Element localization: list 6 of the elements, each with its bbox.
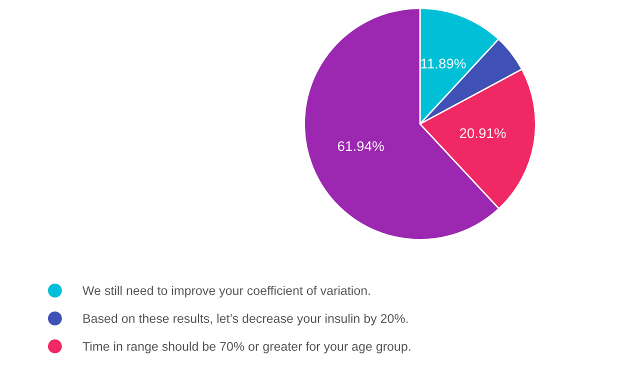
legend-label: Time in range should be 70% or greater for your age group. — [82, 342, 410, 354]
data-label: 11.89% — [421, 58, 466, 68]
legend-label: Based on these results, let’s decrease your insulin by 20%. — [83, 314, 408, 326]
legend-label: We still need to improve your coefficient of variation. — [82, 286, 370, 298]
data-label: 61.94% — [338, 141, 384, 152]
data-label: 20.91% — [460, 128, 506, 138]
